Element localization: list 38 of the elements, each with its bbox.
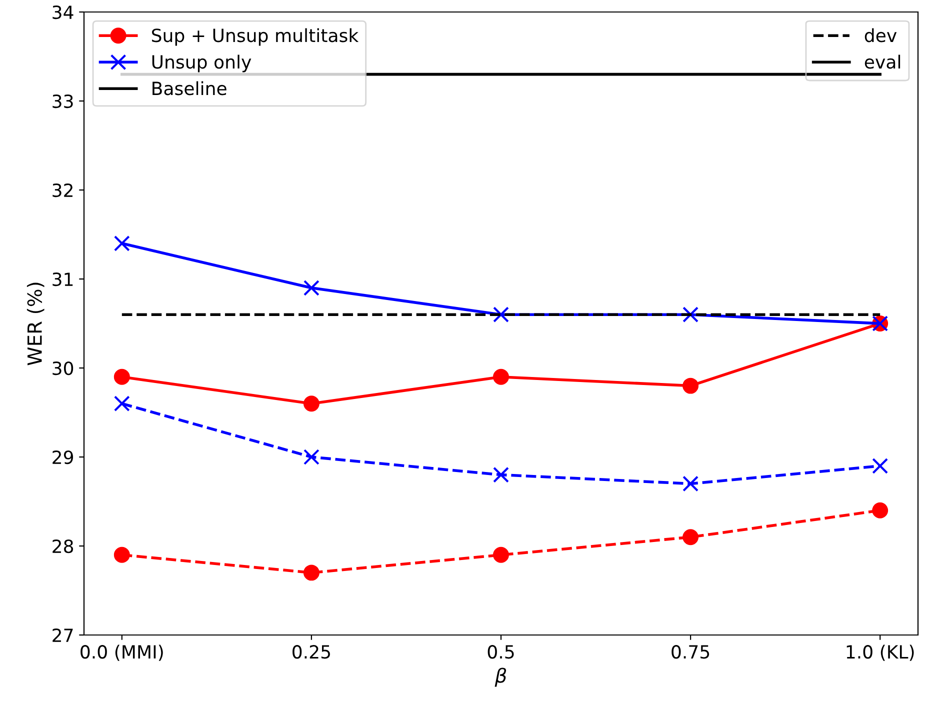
y-tick-label: 31 [52, 272, 73, 286]
point [303, 396, 320, 412]
point [872, 458, 888, 474]
point [493, 546, 509, 563]
point [303, 564, 320, 581]
x-tick-label: 0.25 [292, 645, 330, 659]
point [682, 378, 699, 394]
point [493, 368, 509, 385]
point [682, 306, 699, 323]
y-tick-label: 33 [52, 94, 73, 108]
y-tick-label: 29 [52, 450, 74, 464]
y-tick-label: 27 [52, 628, 73, 642]
y-tick-label: 30 [52, 361, 74, 376]
y-axis-title: WER (%) [26, 282, 44, 366]
point [682, 476, 699, 492]
point [303, 449, 320, 465]
y-tick-label: 34 [52, 5, 74, 20]
point [114, 235, 130, 252]
legend-label: Baseline [152, 81, 226, 96]
x-tick-label: 0.75 [672, 645, 710, 659]
point [303, 280, 320, 296]
point [682, 529, 699, 546]
x-tick-label: 0.0 (MMI) [80, 644, 163, 661]
legend-label: Unsup only [152, 54, 252, 72]
point [114, 396, 130, 412]
point [114, 368, 130, 385]
point [493, 466, 509, 483]
x-tick-label: 1.0 (KL) [846, 644, 914, 661]
point [493, 306, 509, 323]
x-tick-label: 0.5 [488, 645, 514, 659]
annotation: eval [864, 54, 900, 69]
y-tick-label: 28 [52, 539, 74, 554]
point [114, 546, 130, 563]
legend-label: Sup + Unsup multitask [152, 28, 359, 46]
annotation: dev [864, 28, 897, 42]
x-axis-title: β [494, 668, 506, 687]
point [872, 502, 888, 518]
y-tick-label: 32 [52, 183, 72, 198]
